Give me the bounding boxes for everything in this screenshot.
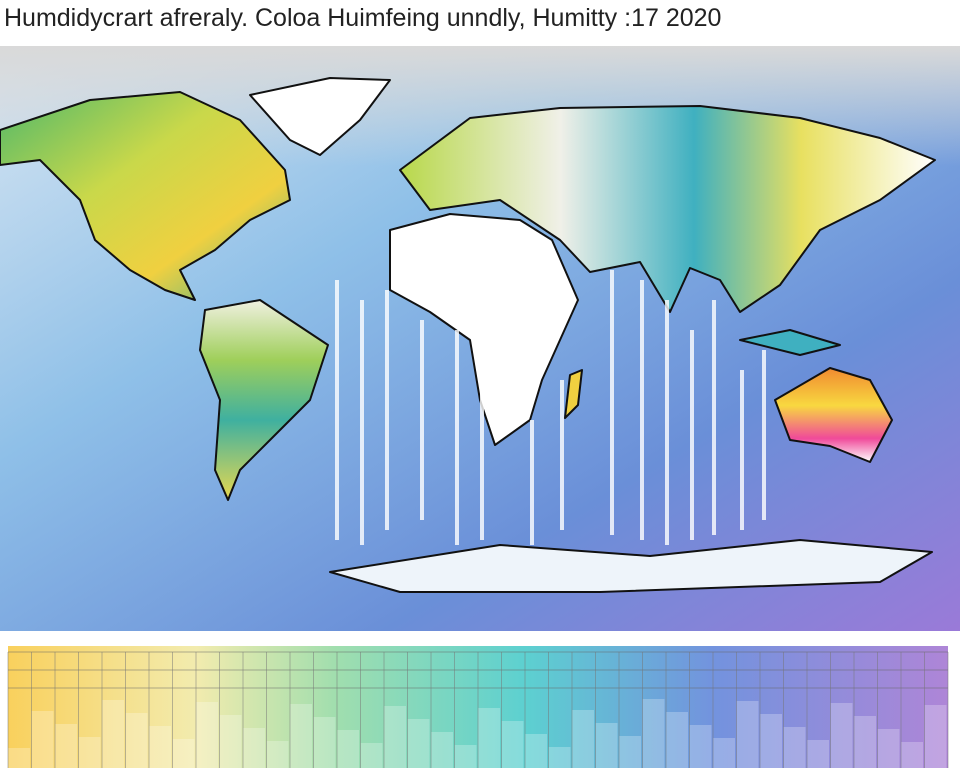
strip-column — [924, 705, 947, 768]
strip-column — [384, 706, 406, 768]
antarctica — [329, 539, 933, 593]
ray — [385, 290, 389, 530]
strip-column — [196, 702, 218, 768]
ray — [530, 420, 534, 545]
strip-column — [572, 710, 594, 768]
strip-column — [360, 743, 383, 768]
ray — [740, 370, 744, 530]
continents — [0, 77, 936, 593]
strip-column — [807, 740, 829, 768]
strip-column — [78, 737, 101, 768]
strip-column — [666, 712, 688, 768]
strip-column — [548, 747, 571, 768]
strip-column — [243, 728, 265, 768]
ray — [690, 330, 694, 540]
strip-column — [8, 748, 30, 768]
strip-column — [149, 726, 171, 768]
strip-column — [595, 723, 618, 768]
strip-column — [783, 727, 806, 768]
strip-column — [431, 732, 453, 768]
ray — [762, 350, 766, 520]
greenland — [249, 77, 391, 156]
ray — [560, 380, 564, 530]
strip-column — [901, 742, 923, 768]
ray — [480, 350, 484, 540]
strip-column — [619, 736, 641, 768]
ray — [712, 300, 716, 535]
strip-column — [407, 719, 430, 768]
strip-column — [877, 729, 900, 768]
strip-column — [290, 704, 312, 768]
title: Humdidycrart afreraly. Coloa Huimfeing u… — [4, 4, 722, 32]
ray — [335, 280, 339, 540]
ray — [455, 330, 459, 545]
islands — [739, 329, 841, 356]
madagascar — [564, 369, 583, 419]
strip-column — [713, 738, 735, 768]
ray — [360, 300, 364, 545]
africa — [389, 213, 579, 446]
north-america — [0, 91, 291, 301]
strip-column — [266, 741, 289, 768]
strip-column — [31, 711, 54, 768]
strip-column — [125, 713, 148, 768]
color-strip — [7, 646, 949, 768]
strip-column — [736, 701, 759, 768]
south-america — [199, 299, 329, 501]
strip-column — [55, 724, 77, 768]
strip-column — [830, 703, 853, 768]
strip-column — [337, 730, 359, 768]
strip-column — [760, 714, 782, 768]
strip-column — [525, 734, 547, 768]
strip-column — [172, 739, 195, 768]
australia — [774, 367, 893, 463]
ray — [420, 320, 424, 520]
eurasia — [399, 105, 936, 313]
strip-column — [854, 716, 876, 768]
light-rays — [335, 270, 766, 545]
ray — [640, 280, 644, 540]
strip-column — [219, 715, 242, 768]
strip-column — [478, 708, 500, 768]
strip-column — [689, 725, 712, 768]
ray — [610, 270, 614, 535]
ray — [665, 300, 669, 545]
strip-column — [102, 700, 124, 768]
strip-column — [454, 745, 477, 768]
strip-column — [501, 721, 524, 768]
strip-column — [642, 699, 665, 768]
strip-column — [313, 717, 336, 768]
